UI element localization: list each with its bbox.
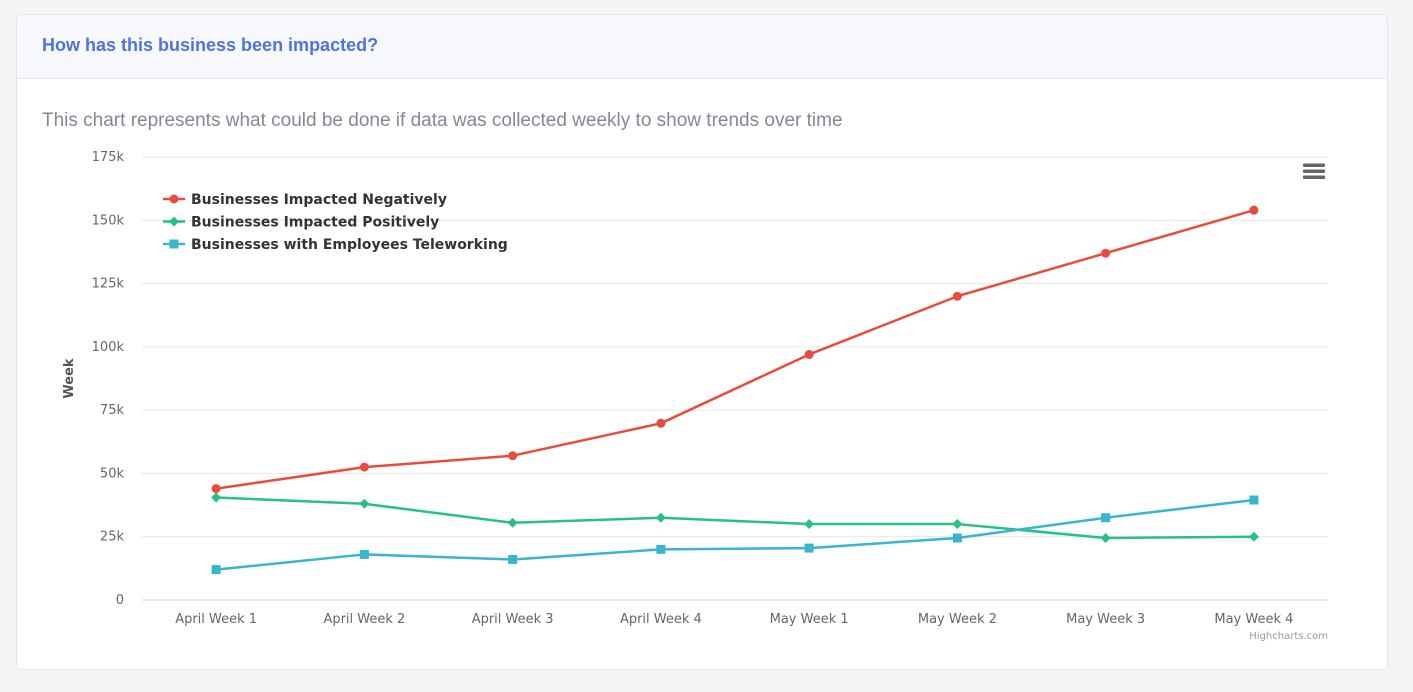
- data-point[interactable]: [359, 549, 369, 559]
- data-point[interactable]: [952, 533, 962, 543]
- data-point[interactable]: [952, 291, 962, 301]
- data-point[interactable]: [211, 484, 221, 494]
- hamburger-icon[interactable]: [1298, 158, 1330, 186]
- data-point[interactable]: [656, 544, 666, 554]
- data-point[interactable]: [211, 565, 221, 575]
- series-line[interactable]: [215, 498, 1255, 571]
- legend-marker[interactable]: [169, 194, 179, 204]
- y-axis: 0 25k 50k 75k 100k 125k 150k 175k: [92, 150, 125, 608]
- series-line[interactable]: [216, 496, 1254, 540]
- y-tick-label: 25k: [100, 530, 125, 545]
- x-tick-label: April Week 2: [323, 612, 405, 627]
- x-axis: April Week 1 April Week 2 April Week 3 Apri…: [175, 612, 1293, 627]
- legend: Businesses Impacted Negatively Businesses…: [163, 192, 508, 253]
- legend-label: Businesses Impacted Positively: [191, 215, 439, 231]
- data-point[interactable]: [656, 418, 666, 428]
- series-line[interactable]: [215, 208, 1255, 490]
- x-tick-label: May Week 2: [918, 612, 997, 627]
- data-point[interactable]: [1249, 205, 1259, 215]
- x-tick-label: April Week 1: [175, 612, 257, 627]
- y-tick-label: 75k: [100, 403, 125, 418]
- legend-item[interactable]: Businesses with Employees Teleworking: [163, 237, 508, 253]
- legend-item[interactable]: Businesses Impacted Negatively: [163, 192, 447, 208]
- data-point[interactable]: [508, 451, 518, 461]
- x-tick-label: May Week 3: [1066, 612, 1145, 627]
- data-point[interactable]: [952, 519, 963, 530]
- series-1: [211, 205, 1259, 494]
- legend-item[interactable]: Businesses Impacted Positively: [163, 215, 439, 231]
- x-tick-label: May Week 1: [770, 612, 849, 627]
- y-tick-label: 50k: [100, 466, 125, 481]
- data-point[interactable]: [1248, 531, 1259, 542]
- card-header: How has this business been impacted?: [17, 15, 1387, 79]
- x-tick-label: May Week 4: [1214, 612, 1293, 627]
- data-point[interactable]: [359, 462, 369, 472]
- data-point[interactable]: [1100, 532, 1111, 543]
- legend-label: Businesses with Employees Teleworking: [191, 237, 508, 253]
- y-tick-label: 125k: [92, 277, 125, 292]
- x-tick-label: April Week 3: [472, 612, 554, 627]
- data-point[interactable]: [508, 554, 518, 564]
- x-tick-label: April Week 4: [620, 612, 702, 627]
- y-tick-label: 150k: [92, 213, 125, 228]
- data-point[interactable]: [804, 519, 815, 530]
- chart-card: How has this business been impacted? Thi…: [16, 14, 1388, 670]
- y-tick-label: 0: [116, 593, 124, 608]
- data-point[interactable]: [1101, 248, 1111, 258]
- menu-bar: [1303, 169, 1325, 173]
- menu-hit-area[interactable]: [1298, 158, 1330, 186]
- menu-bar: [1303, 163, 1325, 167]
- credits: Highcharts.com: [1249, 631, 1328, 642]
- y-axis-label: Week: [62, 358, 77, 399]
- series-3: [211, 495, 1259, 575]
- legend-label: Businesses Impacted Negatively: [191, 192, 447, 208]
- legend-marker[interactable]: [169, 216, 179, 227]
- data-point[interactable]: [507, 517, 518, 528]
- data-point[interactable]: [1101, 513, 1111, 523]
- legend-marker[interactable]: [169, 239, 179, 249]
- data-point[interactable]: [655, 512, 666, 523]
- card-title: How has this business been impacted?: [42, 35, 379, 55]
- y-tick-label: 100k: [92, 340, 125, 355]
- data-point[interactable]: [804, 349, 814, 359]
- series-group: [211, 205, 1259, 575]
- data-point[interactable]: [1249, 495, 1259, 505]
- data-point[interactable]: [359, 498, 370, 509]
- y-tick-label: 175k: [92, 150, 125, 165]
- menu-bar: [1303, 175, 1325, 179]
- chart-subtitle: This chart represents what could be done…: [42, 110, 843, 131]
- series-2: [211, 492, 1259, 543]
- data-point[interactable]: [804, 543, 814, 553]
- data-point[interactable]: [211, 492, 222, 503]
